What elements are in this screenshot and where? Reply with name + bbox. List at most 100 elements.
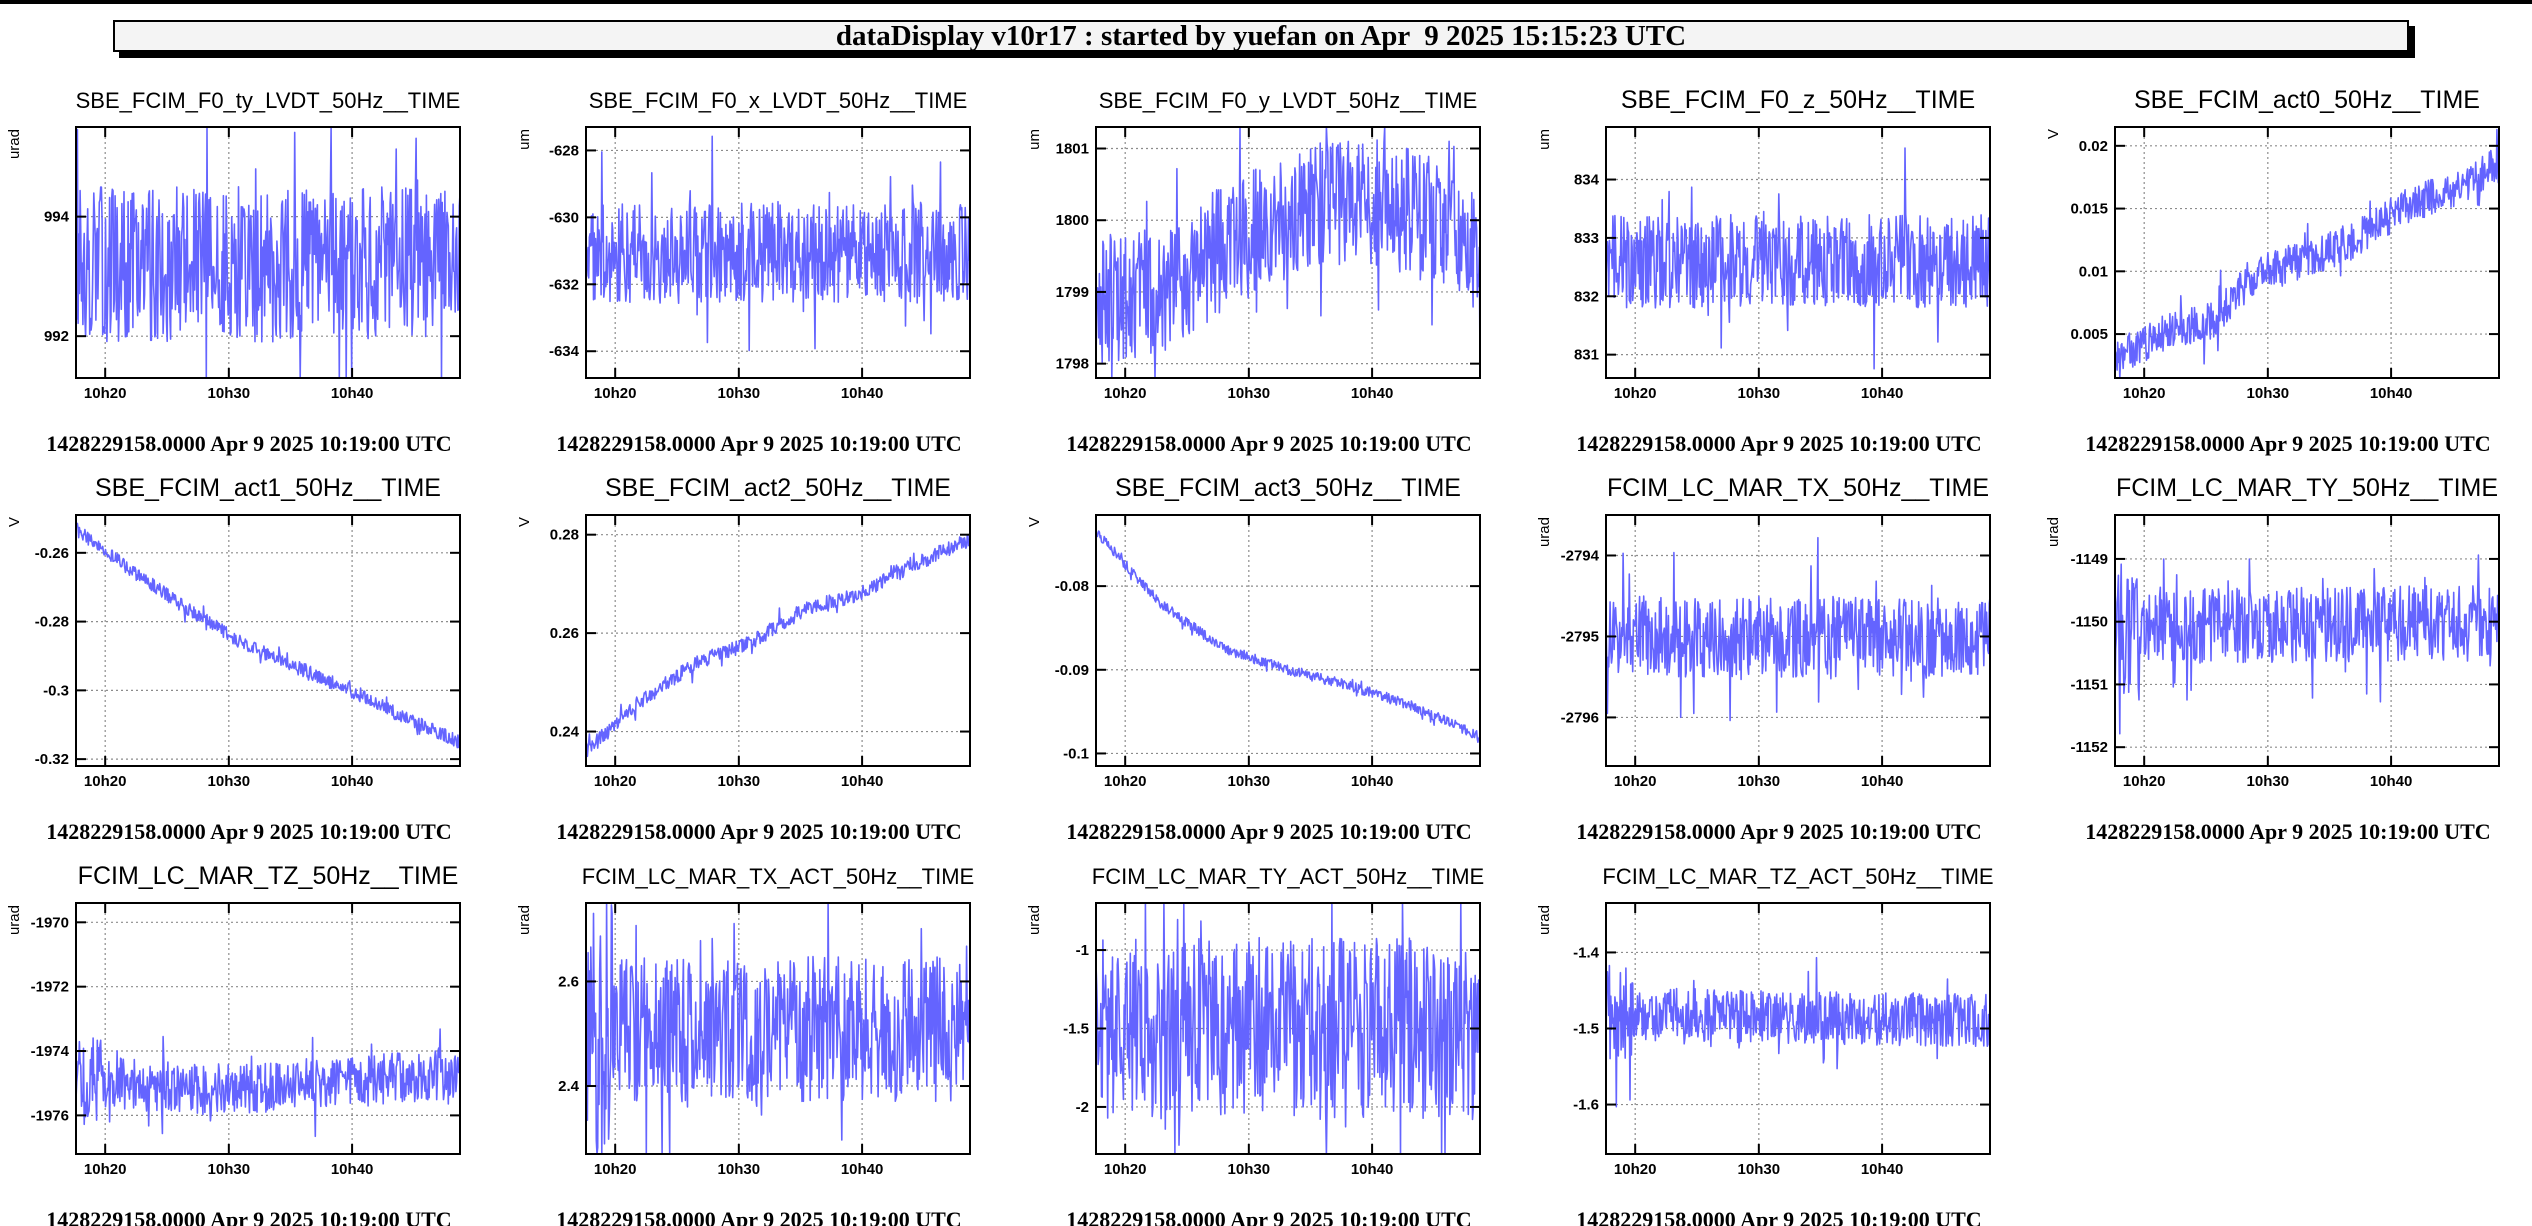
x-tick-label: 10h30 [1738, 385, 1781, 402]
x-tick-label: 10h20 [594, 385, 637, 402]
y-tick-label: -1.5 [1573, 1021, 1599, 1038]
y-tick-label: -1151 [2070, 676, 2108, 693]
y-tick-label: -2 [1076, 1099, 1089, 1116]
y-tick-label: -0.32 [35, 751, 69, 768]
y-tick-label: -1.5 [1063, 1021, 1089, 1038]
time-reference-label: 1428229158.0000 Apr 9 2025 10:19:00 UTC [1576, 431, 1981, 456]
x-tick-label: 10h40 [331, 385, 374, 402]
chart-title: SBE_FCIM_F0_z_50Hz__TIME [1621, 86, 1975, 114]
chart-title: FCIM_LC_MAR_TX_ACT_50Hz__TIME [582, 864, 974, 889]
y-tick-label: 992 [44, 328, 69, 345]
y-tick-label: -1 [1076, 942, 1089, 959]
x-tick-label: 10h40 [2370, 773, 2413, 790]
series-line [1095, 530, 1481, 744]
y-tick-label: 2.6 [558, 973, 579, 990]
y-tick-label: 0.02 [2079, 138, 2108, 155]
y-tick-label: 0.24 [550, 724, 580, 741]
y-tick-label: -634 [549, 343, 580, 360]
plot-frame [2114, 514, 2500, 767]
x-tick-label: 10h30 [208, 1161, 251, 1178]
y-tick-label: 0.005 [2070, 326, 2108, 343]
y-tick-label: -1150 [2070, 614, 2108, 631]
y-tick-label: -1970 [31, 914, 69, 931]
x-tick-label: 10h20 [2123, 385, 2166, 402]
y-tick-label: 1798 [1056, 356, 1089, 373]
y-tick-label: -0.09 [1055, 662, 1089, 679]
x-tick-label: 10h40 [1351, 1161, 1394, 1178]
chart-title: FCIM_LC_MAR_TZ_50Hz__TIME [78, 862, 459, 890]
plot-frame [1095, 514, 1481, 767]
x-tick-label: 10h30 [1228, 773, 1271, 790]
x-tick-label: 10h40 [1861, 1161, 1904, 1178]
y-tick-label: -0.3 [43, 682, 69, 699]
y-tick-label: -1149 [2070, 551, 2108, 568]
y-axis-label: V [2045, 129, 2062, 139]
y-tick-label: -2795 [1561, 628, 1599, 645]
y-tick-label: 2.4 [558, 1078, 580, 1095]
y-tick-label: -1976 [31, 1107, 69, 1124]
y-tick-label: 1801 [1056, 141, 1089, 158]
y-axis-label: urad [6, 905, 23, 935]
series-line [75, 1028, 461, 1138]
chart-panel: SBE_FCIM_act3_50Hz__TIME V -0.08 -0.09 -0.1 1… [1026, 474, 1481, 844]
y-tick-label: -0.26 [35, 545, 69, 562]
chart-title: SBE_FCIM_act3_50Hz__TIME [1115, 474, 1461, 502]
y-tick-label: -2796 [1561, 709, 1599, 726]
plot-frame [1095, 126, 1481, 379]
y-tick-label: -1.4 [1573, 944, 1600, 961]
y-axis-label: urad [1026, 905, 1043, 935]
series-line [1605, 536, 1991, 722]
plot-frame [2114, 126, 2500, 379]
y-tick-label: 0.26 [550, 625, 579, 642]
y-tick-label: -630 [549, 209, 579, 226]
chart-title: SBE_FCIM_F0_y_LVDT_50Hz__TIME [1099, 88, 1478, 113]
series-line [2114, 554, 2500, 735]
x-tick-label: 10h40 [1861, 385, 1904, 402]
x-tick-label: 10h30 [1228, 1161, 1271, 1178]
chart-title: SBE_FCIM_act0_50Hz__TIME [2134, 86, 2480, 114]
y-tick-label: 1799 [1056, 284, 1089, 301]
x-tick-label: 10h30 [1738, 773, 1781, 790]
time-reference-label: 1428229158.0000 Apr 9 2025 10:19:00 UTC [556, 819, 961, 844]
x-tick-label: 10h30 [208, 773, 251, 790]
y-tick-label: -1.6 [1573, 1097, 1599, 1114]
plot-frame [1605, 514, 1991, 767]
x-tick-label: 10h20 [84, 385, 127, 402]
x-tick-label: 10h30 [1228, 385, 1271, 402]
series-line [585, 902, 971, 1155]
x-tick-label: 10h20 [594, 773, 637, 790]
chart-panel: SBE_FCIM_act0_50Hz__TIME V 0.02 0.015 0.01 0.… [2045, 86, 2500, 456]
plot-frame [585, 514, 971, 767]
series-line [75, 522, 461, 749]
chart-title: FCIM_LC_MAR_TZ_ACT_50Hz__TIME [1602, 864, 1993, 889]
y-tick-label: -632 [549, 276, 579, 293]
chart-title: SBE_FCIM_F0_ty_LVDT_50Hz__TIME [76, 88, 461, 113]
x-tick-label: 10h20 [1104, 1161, 1147, 1178]
x-tick-label: 10h30 [208, 385, 251, 402]
y-tick-label: -0.1 [1063, 745, 1089, 762]
time-reference-label: 1428229158.0000 Apr 9 2025 10:19:00 UTC [46, 819, 451, 844]
y-axis-label: V [1026, 517, 1043, 527]
plot-frame [75, 902, 461, 1155]
series-line [75, 126, 461, 379]
x-tick-label: 10h40 [1861, 773, 1904, 790]
chart-title: FCIM_LC_MAR_TX_50Hz__TIME [1607, 474, 1989, 502]
series-line [1095, 126, 1481, 379]
y-axis-label: urad [6, 129, 23, 159]
x-tick-label: 10h20 [2123, 773, 2166, 790]
time-reference-label: 1428229158.0000 Apr 9 2025 10:19:00 UTC [1576, 1207, 1981, 1226]
x-tick-label: 10h40 [841, 773, 884, 790]
x-tick-label: 10h20 [594, 1161, 637, 1178]
x-tick-label: 10h40 [331, 773, 374, 790]
series-line [2114, 128, 2500, 379]
time-reference-label: 1428229158.0000 Apr 9 2025 10:19:00 UTC [1066, 1207, 1471, 1226]
x-tick-label: 10h40 [2370, 385, 2413, 402]
y-axis-label: V [6, 517, 23, 527]
